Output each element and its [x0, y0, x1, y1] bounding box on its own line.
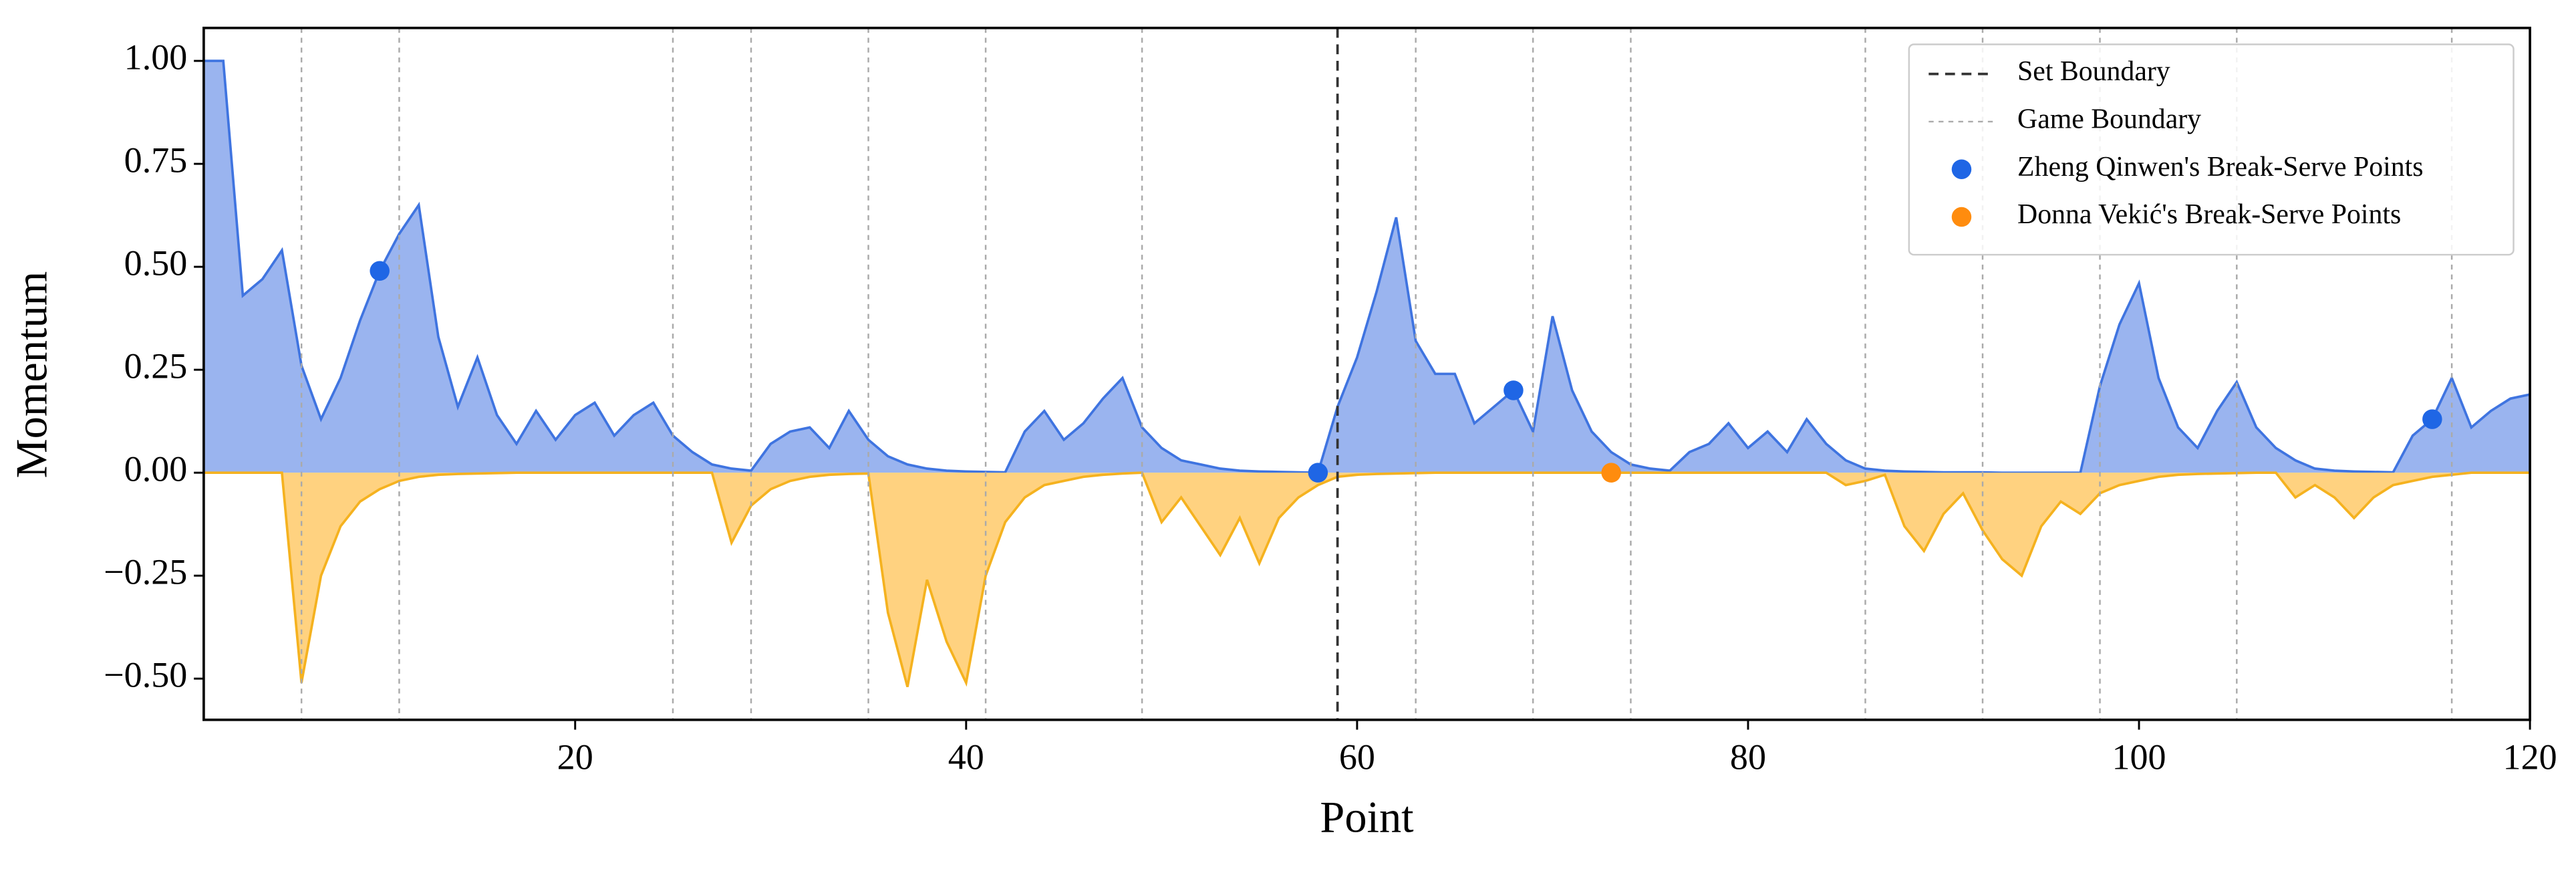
area-fill: [203, 61, 2531, 473]
break-serve-point: [2422, 409, 2442, 429]
x-tick-label: 100: [2112, 737, 2166, 777]
y-tick-label: 1.00: [124, 37, 188, 77]
break-serve-point: [370, 261, 390, 281]
y-tick-label: 0.25: [124, 346, 188, 386]
legend: Set Boundary Game Boundary Zheng Qinwen's …: [1908, 43, 2515, 256]
legend-label: Game Boundary: [2017, 104, 2201, 135]
y-tick-label: 0.75: [124, 140, 188, 180]
x-axis-label: Point: [1320, 793, 1414, 842]
area-line: [203, 59, 2531, 475]
area-fill: [203, 473, 2531, 687]
break-serve-point: [1601, 463, 1621, 483]
x-tick-label: 120: [2503, 737, 2557, 777]
plot-frame: [202, 26, 2531, 721]
legend-box: [1908, 43, 2515, 256]
legend-swatch: [1951, 207, 1972, 227]
x-tick-label: 20: [557, 737, 593, 777]
y-axis-label: Momentum: [7, 271, 56, 479]
area-line: [203, 471, 2531, 687]
legend-swatch: [1951, 159, 1972, 179]
break-serve-point: [1504, 380, 1524, 400]
legend-label: Zheng Qinwen's Break-Serve Points: [2017, 152, 2423, 182]
legend-label: Donna Vekić's Break-Serve Points: [2017, 199, 2401, 230]
x-tick-label: 80: [1730, 737, 1766, 777]
y-tick-label: −0.50: [104, 655, 187, 695]
x-tick-label: 40: [948, 737, 984, 777]
x-tick-label: 60: [1339, 737, 1375, 777]
y-tick-label: 0.50: [124, 243, 188, 283]
break-serve-point: [1308, 463, 1328, 483]
y-tick-label: 0.00: [124, 449, 188, 489]
legend-label: Set Boundary: [2017, 56, 2170, 87]
y-tick-label: −0.25: [104, 552, 187, 592]
